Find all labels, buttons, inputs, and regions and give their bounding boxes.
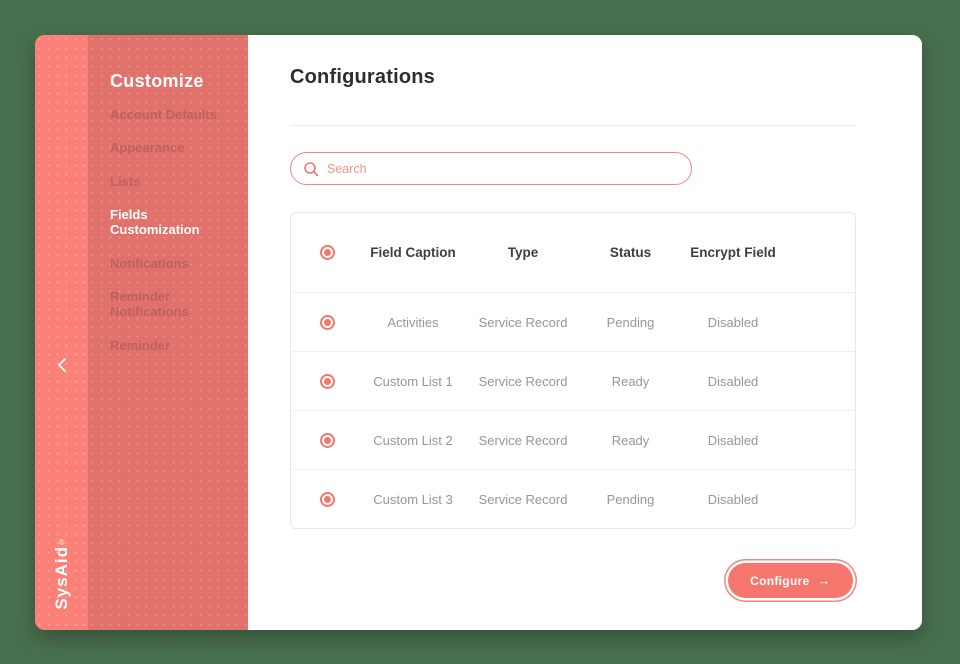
- sidebar-item-reminder[interactable]: Reminder: [110, 337, 170, 353]
- app-window: SysAid® Customize Account Defaults Appear…: [35, 35, 922, 630]
- table-row[interactable]: Activities Service Record Pending Disabled: [291, 292, 855, 351]
- radio-cell: [291, 491, 363, 507]
- cell-encrypt-field: Disabled: [707, 491, 759, 507]
- sidebar-item-notifications[interactable]: Notifications: [110, 255, 189, 271]
- select-all-radio-icon[interactable]: [319, 245, 335, 260]
- radio-cell: [291, 314, 363, 330]
- collapse-rail: SysAid®: [35, 35, 88, 630]
- collapse-sidebar-button[interactable]: [35, 353, 88, 379]
- cell-encrypt-field: Disabled: [707, 432, 759, 448]
- radio-dot: [323, 318, 331, 326]
- row-radio-icon[interactable]: [319, 432, 335, 448]
- cell-type: Service Record: [478, 432, 568, 448]
- column-header-type: Type: [507, 245, 539, 260]
- registered-mark: ®: [56, 536, 66, 547]
- cell-field-caption: Custom List 1: [373, 373, 453, 389]
- cell-status: Pending: [606, 491, 655, 507]
- search-input[interactable]: [327, 161, 679, 176]
- cell-type: Service Record: [478, 373, 568, 389]
- sysaid-logo: SysAid®: [35, 536, 88, 610]
- cell-field-caption: Custom List 3: [373, 491, 453, 507]
- column-header-field-caption: Field Caption: [370, 245, 456, 260]
- sidebar: Customize Account Defaults Appearance List…: [88, 35, 248, 630]
- row-radio-icon[interactable]: [319, 491, 335, 507]
- main-content: Configurations Field Caption Type Status En…: [248, 35, 922, 630]
- table-row[interactable]: Custom List 2 Service Record Ready Disabled: [291, 410, 855, 469]
- sidebar-item-appearance[interactable]: Appearance: [110, 140, 185, 156]
- radio-dot: [323, 249, 331, 256]
- radio-cell: [291, 373, 363, 389]
- row-radio-icon[interactable]: [319, 373, 335, 389]
- cell-status: Pending: [606, 314, 655, 330]
- cell-field-caption: Activities: [387, 314, 439, 330]
- cell-encrypt-field: Disabled: [707, 314, 759, 330]
- sidebar-item-fields-customization[interactable]: Fields Customization: [110, 206, 200, 238]
- column-header-status: Status: [609, 245, 652, 260]
- radio-cell: [291, 432, 363, 448]
- sidebar-nav: Account Defaults Appearance Lists Fields Cu…: [110, 107, 230, 353]
- table-row[interactable]: Custom List 3 Service Record Pending Disabl…: [291, 469, 855, 528]
- configure-button-label: Configure: [750, 573, 810, 588]
- column-header-encrypt-field: Encrypt Field: [690, 245, 776, 260]
- logo-text: SysAid: [51, 546, 71, 610]
- cell-status: Ready: [611, 373, 650, 389]
- sidebar-item-lists[interactable]: Lists: [110, 173, 141, 189]
- table-header-row: Field Caption Type Status Encrypt Field: [291, 213, 855, 292]
- cell-type: Service Record: [478, 491, 568, 507]
- search-icon: [303, 161, 319, 177]
- row-radio-icon[interactable]: [319, 314, 335, 330]
- sidebar-item-account-defaults[interactable]: Account Defaults: [110, 107, 217, 122]
- cell-status: Ready: [611, 432, 650, 448]
- search-bar[interactable]: [290, 152, 692, 185]
- arrow-right-icon: →: [817, 573, 831, 588]
- radio-dot: [323, 377, 331, 385]
- configurations-table: Field Caption Type Status Encrypt Field Acti…: [290, 212, 856, 529]
- table-row[interactable]: Custom List 1 Service Record Ready Disabled: [291, 351, 855, 410]
- sidebar-item-reminder-notifications[interactable]: Reminder Notifications: [110, 288, 189, 320]
- cell-encrypt-field: Disabled: [707, 373, 759, 389]
- cell-type: Service Record: [478, 314, 568, 330]
- chevron-left-icon: [56, 357, 68, 376]
- sidebar-title: Customize: [110, 71, 204, 91]
- radio-dot: [323, 495, 331, 503]
- configure-button[interactable]: Configure →: [728, 563, 853, 598]
- radio-cell: [291, 245, 363, 260]
- page-title: Configurations: [290, 66, 436, 88]
- header-divider: [290, 125, 856, 126]
- radio-dot: [323, 436, 331, 444]
- cell-field-caption: Custom List 2: [373, 432, 453, 448]
